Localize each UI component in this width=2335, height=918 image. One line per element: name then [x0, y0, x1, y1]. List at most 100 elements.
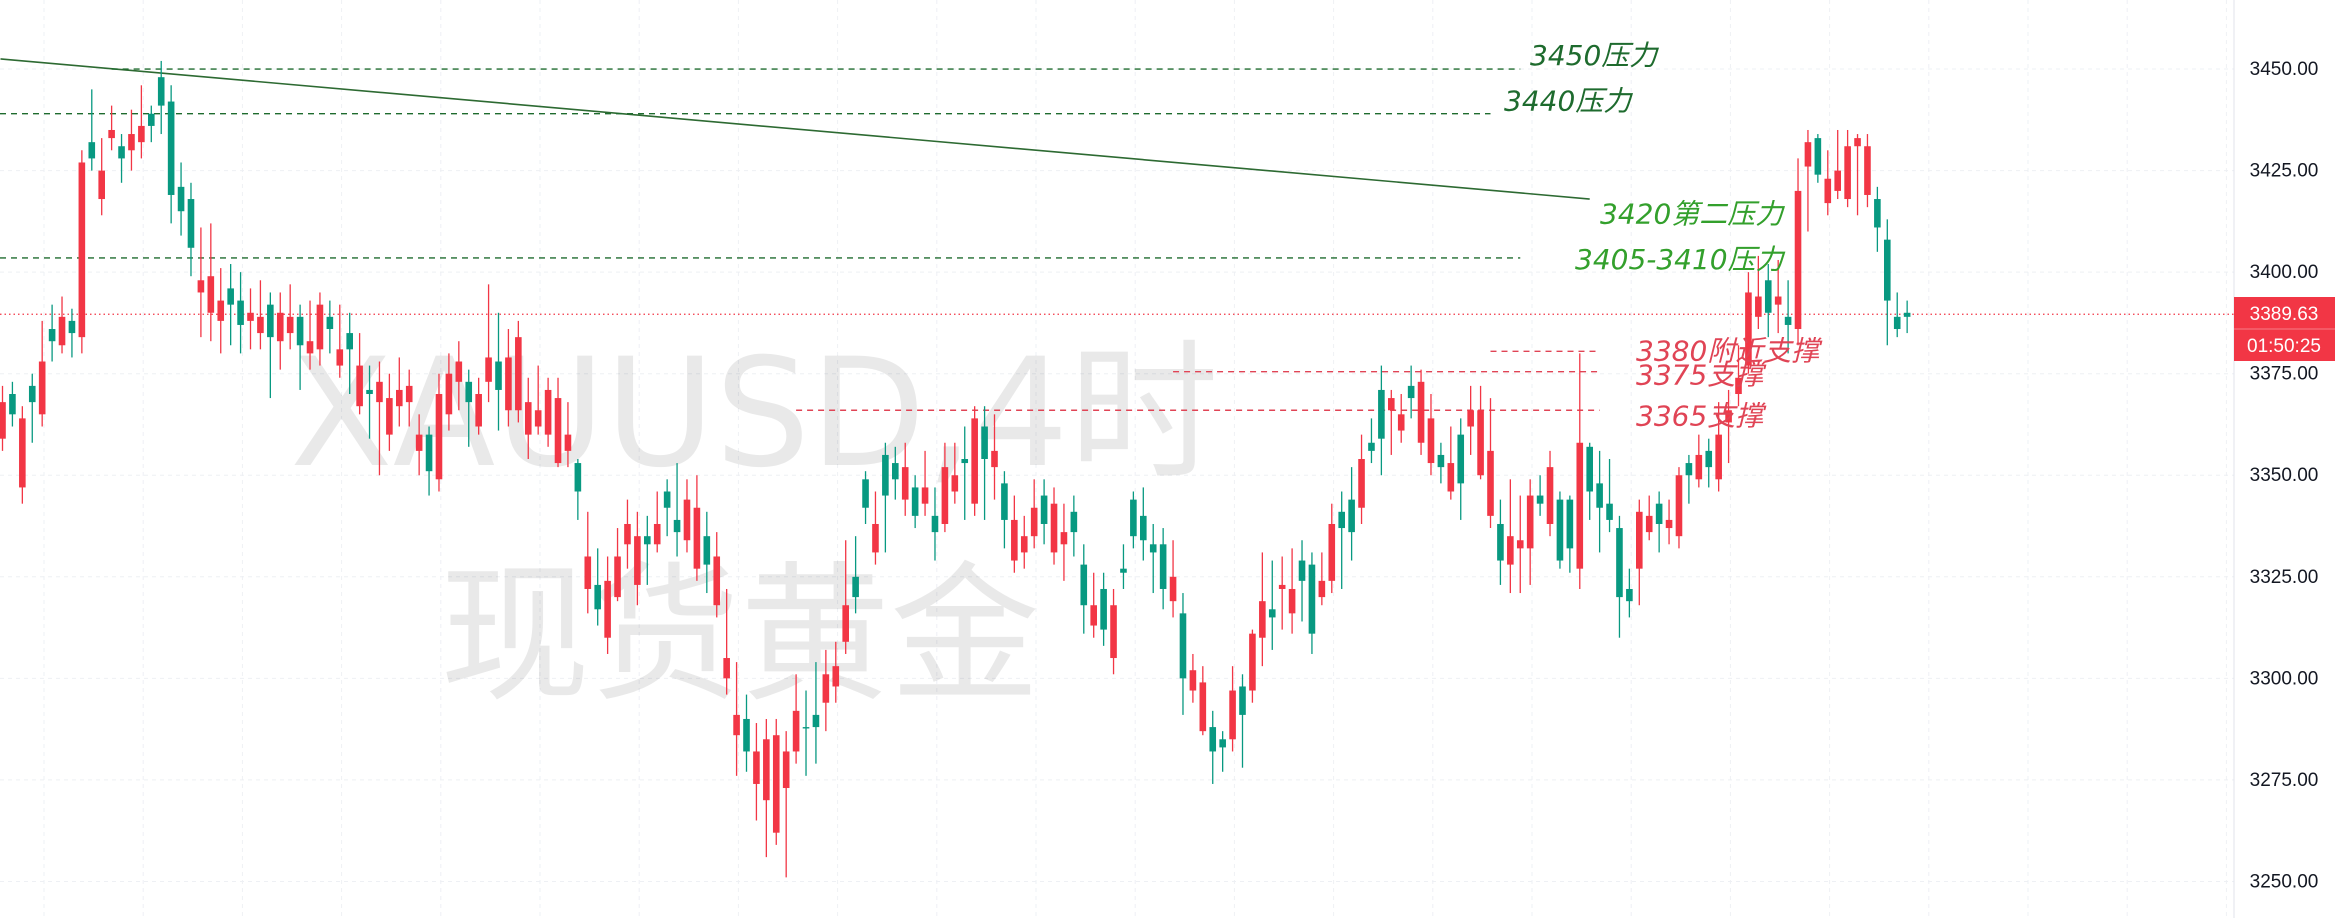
candles — [0, 60, 1911, 878]
candle-body — [1884, 239, 1891, 301]
candle-countdown: 01:50:25 — [2247, 336, 2321, 357]
candle-down — [991, 414, 998, 500]
candle-body — [128, 134, 135, 151]
candle-body — [584, 556, 592, 589]
candle-down — [772, 718, 780, 845]
price-axis[interactable]: 3450.00 3425.00 3400.00 3375.00 3350.00 3325.… — [2233, 0, 2335, 918]
candle-up — [296, 304, 304, 390]
candle-down — [544, 377, 552, 447]
price-tick-label: 3325.00 — [2250, 567, 2319, 588]
candle-body — [812, 714, 820, 728]
candle-up — [187, 182, 195, 277]
candle-up — [1308, 552, 1316, 654]
candle-body — [286, 316, 294, 334]
candle-body — [425, 434, 433, 472]
candle-body — [306, 341, 314, 354]
candle-body — [1556, 499, 1564, 561]
candle-body — [157, 77, 165, 106]
candle-up — [1893, 292, 1901, 338]
candle-body — [1100, 588, 1107, 630]
candle-body — [1507, 536, 1514, 565]
candle-body — [415, 434, 423, 451]
candle-down — [1834, 129, 1841, 200]
candle-up — [1219, 731, 1226, 772]
candle-body — [1893, 316, 1901, 330]
candle-down — [604, 556, 611, 654]
trendline-label[interactable]: 3420第二压力 — [1600, 197, 1785, 230]
candle-body — [1358, 459, 1365, 508]
candle-body — [108, 129, 115, 139]
candle-down — [1050, 487, 1058, 565]
candle-down — [723, 588, 730, 695]
candle-body — [1725, 410, 1732, 423]
candle-body — [1645, 515, 1653, 533]
candle-body — [802, 727, 810, 729]
trendline[interactable] — [0, 58, 1590, 200]
candle-body — [1001, 483, 1008, 520]
candle-down — [1417, 369, 1425, 455]
candle-up — [1626, 568, 1633, 618]
candle-up — [48, 304, 56, 362]
candle-body — [237, 300, 244, 325]
candle-body — [1824, 178, 1832, 204]
candle-down — [138, 85, 145, 159]
support-label[interactable]: 3375支撑 — [1636, 359, 1767, 392]
candle-body — [1695, 454, 1703, 480]
candle-up — [1209, 710, 1217, 784]
candle-body — [1705, 450, 1713, 468]
candle-down — [842, 540, 849, 654]
candle-body — [396, 389, 403, 407]
candle-body — [1189, 670, 1197, 691]
candle-body — [544, 389, 552, 435]
candle-down — [564, 402, 572, 468]
candle-body — [1536, 495, 1544, 504]
candle-down — [1745, 272, 1752, 374]
candle-up — [931, 487, 939, 561]
candle-body — [604, 580, 611, 638]
resistance-label[interactable]: 3405-3410压力 — [1575, 243, 1786, 276]
candle-up — [911, 475, 919, 529]
candle-body — [475, 394, 482, 427]
support-label[interactable]: 3365支撑 — [1636, 399, 1767, 432]
candle-down — [872, 491, 879, 565]
candle-down — [1854, 134, 1861, 216]
candle-up — [1070, 495, 1078, 557]
drawing-lines[interactable] — [0, 58, 2234, 411]
resistance-label[interactable]: 3450压力 — [1530, 39, 1659, 72]
candle-body — [1665, 519, 1673, 529]
candle-body — [951, 475, 959, 492]
candle-down — [98, 138, 105, 216]
candle-body — [772, 735, 780, 833]
candle-body — [792, 710, 800, 752]
candle-down — [108, 105, 115, 151]
candle-up — [1080, 544, 1088, 634]
resistance-label[interactable]: 3440压力 — [1504, 85, 1633, 118]
candle-body — [138, 125, 145, 143]
candle-body — [336, 349, 344, 366]
candle-down — [524, 377, 532, 459]
candle-down — [316, 292, 324, 366]
candle-up — [1100, 572, 1107, 646]
candle-body — [405, 385, 413, 403]
candle-body — [495, 361, 502, 390]
candle-up — [1298, 540, 1306, 622]
support-label[interactable]: 3380附近支撑 — [1636, 334, 1823, 367]
candle-up — [882, 442, 889, 553]
candle-body — [1675, 475, 1683, 537]
candle-up — [1338, 491, 1345, 589]
candle-body — [1229, 690, 1236, 740]
candle-body — [1268, 609, 1276, 618]
candle-down — [1695, 434, 1703, 488]
candle-body — [683, 499, 691, 541]
price-tick-label: 3400.00 — [2250, 262, 2319, 283]
candle-body — [435, 394, 443, 480]
candle-body — [653, 523, 661, 545]
candle-body — [614, 556, 621, 598]
candle-body — [445, 373, 453, 415]
candle-body — [1011, 519, 1018, 561]
candle-down — [276, 292, 284, 370]
candle-up — [227, 264, 234, 346]
